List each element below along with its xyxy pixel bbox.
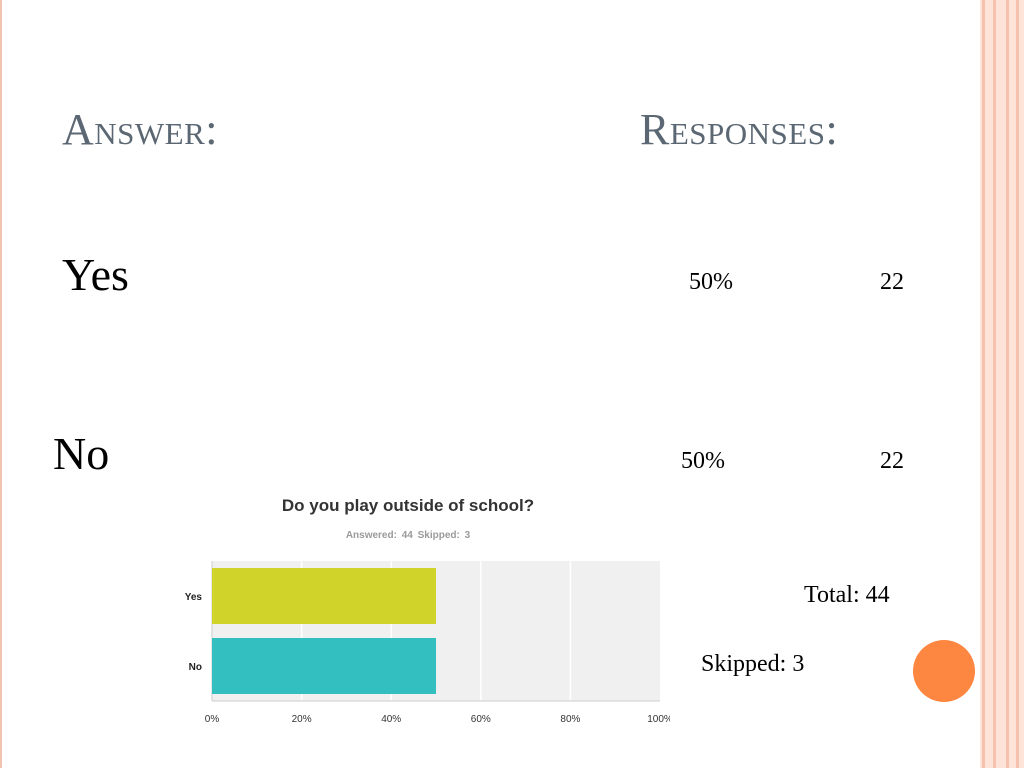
x-tick-label: 0% (205, 714, 220, 725)
decorative-orange-dot (913, 640, 975, 702)
skipped-responses: Skipped: 3 (701, 651, 805, 677)
answer-header: Answer: (62, 105, 218, 154)
answer-no-label: No (53, 428, 110, 479)
answer-no-percent: 50% (681, 448, 725, 474)
total-responses: Total: 44 (804, 582, 890, 608)
bar-chart: 0% 20% 40% 60% 80% 100% Yes No (185, 561, 670, 725)
x-tick-label: 40% (381, 714, 401, 725)
bar-no (212, 638, 436, 694)
x-tick-label: 60% (471, 714, 491, 725)
answer-no-count: 22 (880, 448, 904, 474)
chart-title: Do you play outside of school? (281, 496, 535, 515)
y-category-label: No (189, 662, 202, 673)
chart-subtitle: Answered: 44 Skipped: 3 (345, 530, 471, 541)
answer-yes-label: Yes (62, 249, 129, 300)
x-tick-label: 80% (560, 714, 580, 725)
responses-header: Responses: (640, 105, 839, 154)
decorative-stripes (980, 0, 1024, 768)
y-category-label: Yes (185, 592, 203, 603)
answer-yes-count: 22 (880, 269, 904, 295)
left-border-line (0, 0, 2, 768)
x-tick-label: 100% (647, 714, 670, 725)
bar-yes (212, 568, 436, 624)
x-tick-label: 20% (292, 714, 312, 725)
answer-yes-percent: 50% (689, 269, 733, 295)
